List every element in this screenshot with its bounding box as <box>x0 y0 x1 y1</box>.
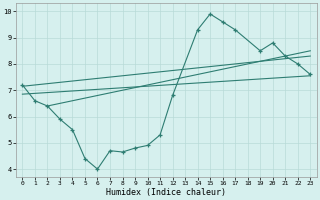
X-axis label: Humidex (Indice chaleur): Humidex (Indice chaleur) <box>106 188 226 197</box>
